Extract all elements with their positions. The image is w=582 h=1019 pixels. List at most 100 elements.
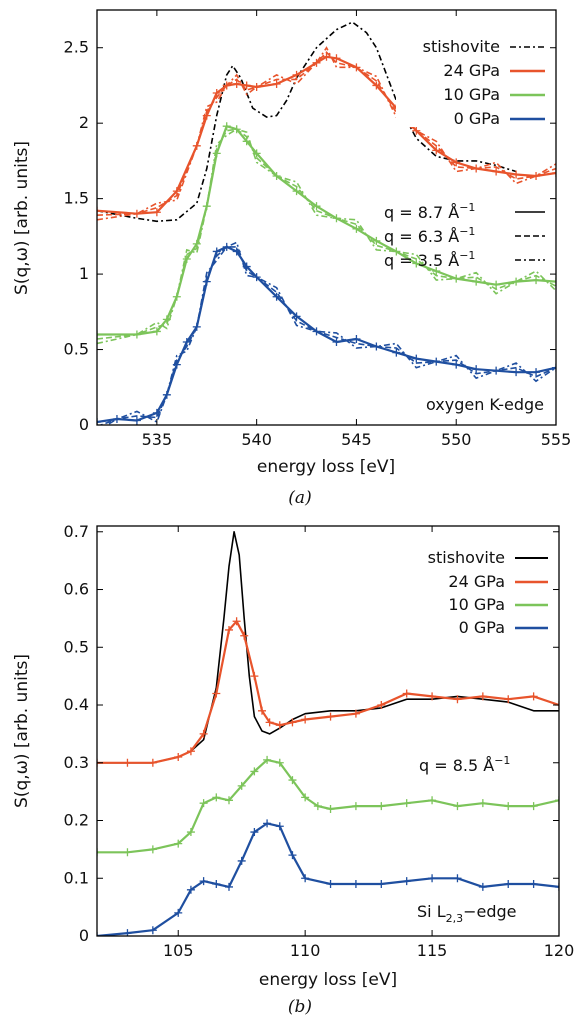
panel-a-q-legend: q = 8.7 Å−1 q = 6.3 Å−1 q = 3.5 Å−1: [384, 201, 545, 270]
panel-b-y-tick-label: 0.3: [64, 753, 89, 772]
panel-a-data-point: [292, 70, 301, 79]
panel-a-y-tick-label: 0: [79, 415, 89, 434]
legend-b-0gpa-label: 0 GPa: [459, 618, 505, 637]
panel-a-data-point: [532, 276, 541, 285]
panel-a-data-point: [272, 172, 281, 180]
panel-b-data-point: [428, 796, 437, 805]
panel-a-data-point: [532, 368, 541, 377]
panel-b-data-point: [174, 908, 183, 917]
panel-a-data-point: [492, 167, 501, 176]
panel-b-data-point: [250, 767, 259, 776]
panel-a-data-point: [192, 239, 201, 248]
panel-a-data-point: [272, 79, 281, 88]
panel-a-data-point: [192, 141, 201, 150]
panel-b-data-point: [225, 796, 233, 805]
panel-a-data-point: [222, 81, 231, 90]
panel-b-x-axis-label: energy loss [eV]: [259, 970, 397, 990]
panel-b-data-point: [402, 877, 411, 886]
panel-b-data-point: [148, 845, 157, 854]
panel-b-series-group: [97, 530, 559, 936]
panel-b-data-point: [275, 721, 284, 730]
panel-a-data-point: [452, 274, 461, 283]
panel-a-data-point: [132, 416, 141, 425]
panel-a-series-line-0: [97, 21, 517, 223]
panel-a-data-point: [97, 330, 101, 339]
panel-b-y-tick-label: 0.5: [64, 637, 89, 656]
panel-b-data-point: [326, 712, 335, 721]
panel-b-data-point: [199, 877, 208, 886]
panel-a-data-point: [232, 247, 241, 256]
panel-a-data-point: [332, 54, 341, 63]
panel-b-data-point: [212, 689, 221, 698]
panel-a-data-point: [492, 280, 501, 289]
panel-b-data-point: [351, 802, 360, 811]
panel-b-data-point: [377, 701, 386, 710]
panel-b-data-point: [265, 718, 274, 727]
panel-a-y-axis-label: S(q,ω) [arb. units]: [12, 141, 32, 295]
panel-b-annotation: Si L2,3−edge: [417, 902, 517, 925]
panel-b-data-point: [225, 625, 233, 634]
panel-b-data-point: [453, 802, 462, 811]
panel-b-data-point: [186, 747, 195, 756]
panel-b-data-point: [504, 802, 513, 811]
panel-b-data-point: [288, 851, 297, 860]
panel-a-data-point: [172, 360, 181, 369]
panel-a-data-point: [322, 52, 331, 61]
panel-a-data-point: [412, 126, 421, 135]
panel-a-data-point: [552, 363, 556, 372]
panel-a-y-tick-label: 2: [79, 113, 89, 132]
panel-a-data-point: [552, 168, 556, 177]
panel-b-x-tick-label: 120: [544, 941, 575, 960]
panel-a-data-point: [352, 224, 361, 233]
panel-b-data-point: [351, 709, 360, 718]
panel-b-data-point: [263, 755, 272, 764]
panel-a-data-point: [152, 327, 161, 336]
panel-a-data-point: [132, 209, 141, 218]
panel-b-data-point: [428, 692, 437, 701]
panel-a-data-point: [472, 164, 481, 173]
panel-b-data-point: [123, 758, 132, 767]
legend-b-stishovite-label: stishovite: [428, 548, 505, 567]
panel-b-series-line-1: [97, 620, 559, 764]
panel-b-data-point: [504, 695, 513, 704]
panel-a-data-point: [182, 338, 191, 346]
panel-a-data-point: [212, 89, 221, 97]
q-legend-63: q = 6.3 Å−1: [384, 225, 475, 246]
panel-b-data-point: [174, 752, 183, 761]
panel-b-x-tick-label: 110: [290, 941, 321, 960]
panel-a-x-tick-label: 550: [441, 430, 472, 449]
panel-b-data-point: [529, 692, 538, 701]
panel-a-data-point: [162, 315, 171, 324]
panel-a-data-point: [202, 277, 211, 286]
panel-b-legend: stishovite 24 GPa 10 GPa 0 GPa: [428, 548, 548, 637]
panel-b-x-tick-label: 115: [417, 941, 448, 960]
panel-a-data-point: [97, 206, 101, 215]
panel-b-series-line-3: [97, 822, 559, 936]
panel-b-data-point: [225, 882, 233, 891]
panel-b-data-point: [199, 729, 208, 738]
panel-a-data-point: [352, 63, 361, 72]
panel-a-data-point: [372, 236, 381, 245]
panel-a-data-point: [432, 146, 441, 155]
panel-a-y-ticks: 0 0.5 1 1.5 2 2.5: [64, 38, 556, 434]
panel-b-y-tick-label: 0: [79, 926, 89, 945]
panel-b-data-point: [377, 802, 386, 811]
panel-a-data-point: [272, 292, 281, 301]
panel-b-frame: [96, 525, 560, 937]
panel-b-data-point: [478, 882, 487, 891]
panel-a-data-point: [372, 81, 381, 90]
panel-b-data-point: [186, 885, 195, 894]
panel-a-data-point: [172, 187, 181, 196]
panel-b-data-point: [232, 617, 241, 626]
panel-b-x-tick-label: 105: [163, 941, 194, 960]
legend-a-stishovite-label: stishovite: [423, 37, 500, 56]
panel-a-data-point: [412, 259, 421, 268]
panel-b-data-point: [97, 848, 101, 857]
panel-a-caption: (a): [288, 488, 311, 508]
panel-a-y-tick-label: 1.5: [64, 189, 89, 208]
panel-b-data-point: [186, 828, 195, 837]
panel-a-data-point: [492, 366, 501, 375]
panel-b-data-point: [301, 715, 310, 724]
panel-b-data-point: [212, 793, 221, 802]
panel-a-data-point: [472, 277, 481, 286]
